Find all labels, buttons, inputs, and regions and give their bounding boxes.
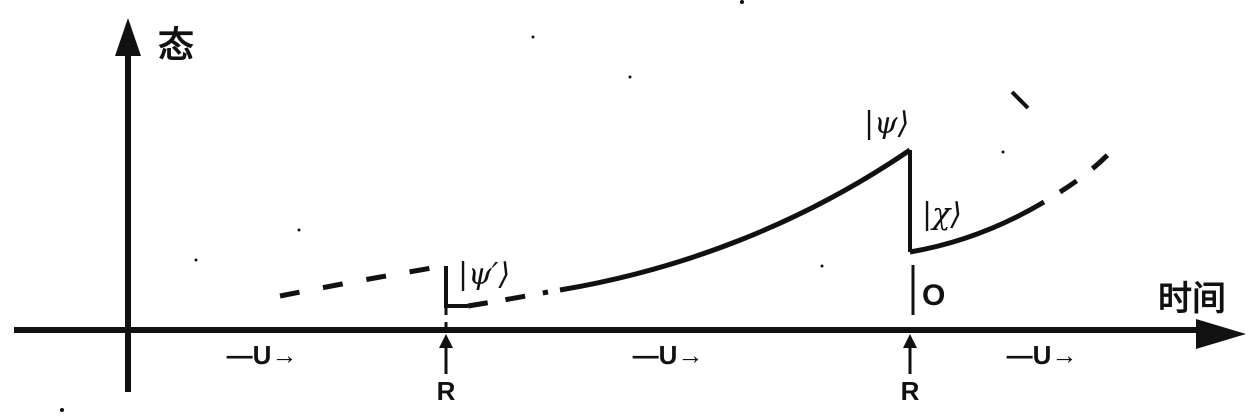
time-axis-label: 时间 xyxy=(1158,279,1226,319)
unitary-evolution-label-3: —U→ xyxy=(1007,340,1078,370)
unitary-evolution-label-2: —U→ xyxy=(633,340,704,370)
first-reduction-arrowhead xyxy=(439,334,453,348)
speck-dot xyxy=(1001,150,1005,154)
unitary-evolution-label-1: —U→ xyxy=(227,340,298,370)
zero-state-label: O xyxy=(922,279,945,312)
speck-mark xyxy=(1010,90,1030,110)
speck-dot xyxy=(60,408,64,412)
state-axis-label: 态 xyxy=(158,25,194,66)
second-reduction-label: R xyxy=(901,376,920,406)
second-reduction-marker: R xyxy=(901,334,920,406)
speck-dot xyxy=(628,75,632,79)
first-reduction-marker: R xyxy=(437,334,456,406)
dashed-evolution-after-psi-prime xyxy=(467,289,549,309)
first-reduction-label: R xyxy=(437,376,456,406)
speck-dot xyxy=(740,0,744,4)
state-axis-arrowhead xyxy=(115,18,141,56)
speck-dot xyxy=(194,258,198,262)
speck-dot xyxy=(820,264,824,268)
psi-state-label: |ψ⟩ xyxy=(864,106,909,141)
dashed-evolution-before-first-reduction xyxy=(279,263,445,299)
time-axis-arrowhead xyxy=(1196,319,1246,349)
psi-prime-state-label: |ψ′⟩ xyxy=(458,257,510,292)
speck-dot xyxy=(531,35,535,39)
first-reduction-jump xyxy=(444,266,468,308)
dashed-continuation xyxy=(1058,144,1118,195)
solid-unitary-evolution xyxy=(559,147,912,293)
chi-state-label: |χ⟩ xyxy=(922,197,962,232)
evolution-after-chi xyxy=(909,199,1046,255)
second-reduction-arrowhead xyxy=(903,334,917,348)
speck-dot xyxy=(297,228,301,232)
